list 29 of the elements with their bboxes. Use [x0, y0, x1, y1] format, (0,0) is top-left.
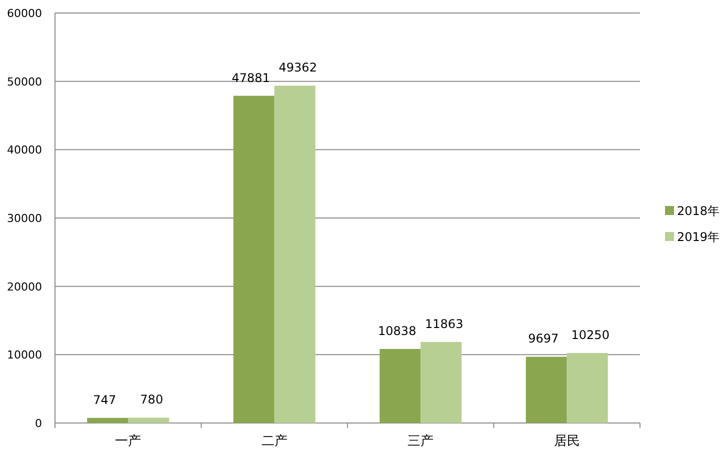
data-label: 11863 [425, 316, 464, 331]
legend-label: 2019年 [677, 230, 720, 244]
data-label: 49362 [278, 60, 317, 75]
y-tick-label: 20000 [7, 280, 42, 294]
bar [420, 342, 462, 423]
y-tick-label: 30000 [7, 212, 42, 225]
y-tick-label: 10000 [7, 348, 42, 362]
bar [380, 348, 421, 423]
bar [233, 96, 274, 423]
data-label: 10250 [571, 328, 610, 342]
data-label: 780 [140, 392, 164, 407]
bar [128, 418, 170, 423]
bar [274, 86, 316, 423]
bar [526, 356, 567, 423]
x-tick-label: 二产 [261, 434, 288, 449]
y-tick-label: 60000 [7, 7, 42, 20]
bar [566, 352, 608, 423]
data-label: 747 [93, 392, 116, 407]
y-tick-label: 0 [35, 417, 42, 430]
bar [87, 418, 128, 423]
data-label: 10838 [378, 324, 416, 338]
x-tick-label: 三产 [408, 434, 434, 449]
data-label: 9697 [528, 332, 559, 346]
y-tick-label: 40000 [7, 144, 42, 157]
x-tick-label: 居民 [554, 434, 580, 449]
y-tick-label: 50000 [7, 75, 42, 88]
x-tick-label: 一产 [115, 434, 142, 449]
legend-label: 2018年 [677, 204, 720, 218]
data-label: 47881 [232, 70, 270, 85]
